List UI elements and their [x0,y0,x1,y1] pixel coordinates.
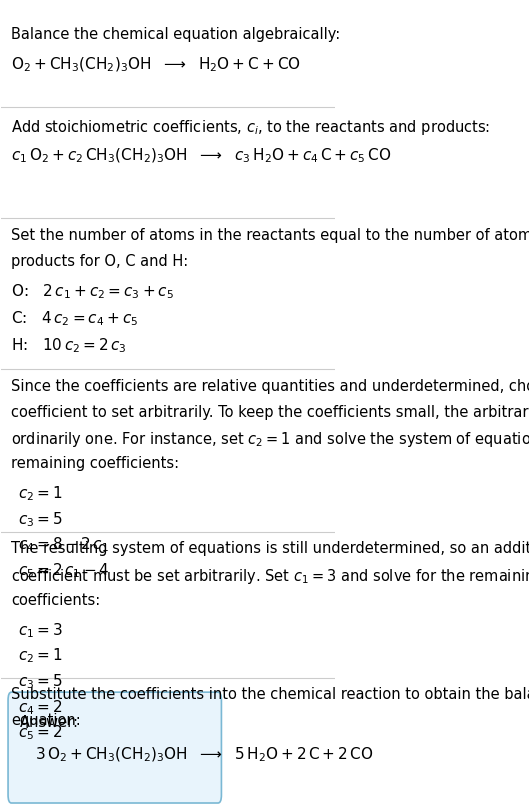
Text: Substitute the coefficients into the chemical reaction to obtain the balanced: Substitute the coefficients into the che… [12,688,529,702]
FancyBboxPatch shape [8,692,222,803]
Text: C:   $4\,c_2 = c_4 + c_5$: C: $4\,c_2 = c_4 + c_5$ [12,309,139,327]
Text: Set the number of atoms in the reactants equal to the number of atoms in the: Set the number of atoms in the reactants… [12,228,529,243]
Text: coefficients:: coefficients: [12,592,101,608]
Text: $c_3 = 5$: $c_3 = 5$ [18,672,63,691]
Text: coefficient must be set arbitrarily. Set $c_1 = 3$ and solve for the remaining: coefficient must be set arbitrarily. Set… [12,567,529,586]
Text: coefficient to set arbitrarily. To keep the coefficients small, the arbitrary va: coefficient to set arbitrarily. To keep … [12,405,529,420]
Text: $c_1 = 3$: $c_1 = 3$ [18,621,63,639]
Text: $c_3 = 5$: $c_3 = 5$ [18,510,63,529]
Text: ordinarily one. For instance, set $c_2 = 1$ and solve the system of equations fo: ordinarily one. For instance, set $c_2 =… [12,430,529,449]
Text: Answer:: Answer: [20,715,79,729]
Text: H:   $10\,c_2 = 2\,c_3$: H: $10\,c_2 = 2\,c_3$ [12,336,127,355]
Text: $c_1\,\mathrm{O_2} + c_2\,\mathrm{CH_3(CH_2)_3OH}$  $\longrightarrow$  $c_3\,\ma: $c_1\,\mathrm{O_2} + c_2\,\mathrm{CH_3(C… [12,146,392,164]
Text: equation:: equation: [12,713,81,728]
Text: $\mathrm{O_2 + CH_3(CH_2)_3OH}$  $\longrightarrow$  $\mathrm{H_2O + C + CO}$: $\mathrm{O_2 + CH_3(CH_2)_3OH}$ $\longri… [12,56,301,74]
Text: Since the coefficients are relative quantities and underdetermined, choose a: Since the coefficients are relative quan… [12,379,529,394]
Text: The resulting system of equations is still underdetermined, so an additional: The resulting system of equations is sti… [12,541,529,556]
Text: $c_4 = 8 - 2\,c_1$: $c_4 = 8 - 2\,c_1$ [18,536,109,555]
Text: remaining coefficients:: remaining coefficients: [12,456,179,471]
Text: products for O, C and H:: products for O, C and H: [12,254,189,268]
Text: $c_2 = 1$: $c_2 = 1$ [18,646,62,665]
Text: Balance the chemical equation algebraically:: Balance the chemical equation algebraica… [12,27,341,42]
Text: $c_5 = 2$: $c_5 = 2$ [18,724,62,742]
Text: $c_2 = 1$: $c_2 = 1$ [18,484,62,503]
Text: $c_4 = 2$: $c_4 = 2$ [18,698,62,717]
Text: $c_5 = 2\,c_1 - 4$: $c_5 = 2\,c_1 - 4$ [18,562,110,580]
Text: $3\,\mathrm{O_2} + \mathrm{CH_3(CH_2)_3OH}$  $\longrightarrow$  $5\,\mathrm{H_2O: $3\,\mathrm{O_2} + \mathrm{CH_3(CH_2)_3O… [35,746,373,764]
Text: Add stoichiometric coefficients, $c_i$, to the reactants and products:: Add stoichiometric coefficients, $c_i$, … [12,118,490,137]
Text: O:   $2\,c_1 + c_2 = c_3 + c_5$: O: $2\,c_1 + c_2 = c_3 + c_5$ [12,282,175,301]
